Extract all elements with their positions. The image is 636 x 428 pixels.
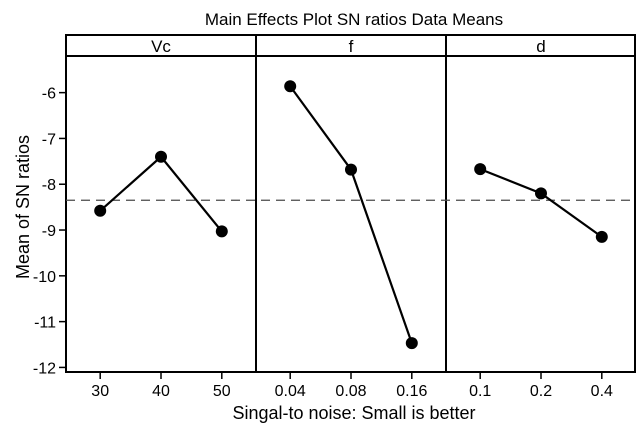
chart-title: Main Effects Plot SN ratios Data Means xyxy=(205,10,503,29)
y-tick-label: -7 xyxy=(42,131,56,148)
x-tick-label: 0.2 xyxy=(530,383,552,400)
data-point xyxy=(155,151,167,163)
y-tick-label: -8 xyxy=(42,177,56,194)
y-tick-label: -12 xyxy=(33,360,56,377)
data-point xyxy=(284,80,296,92)
data-point xyxy=(94,205,106,217)
x-tick-label: 40 xyxy=(152,383,170,400)
data-point xyxy=(596,231,608,243)
panel-strip-label: Vc xyxy=(151,37,171,56)
plot-frame xyxy=(66,35,635,372)
x-tick-label: 0.16 xyxy=(396,383,427,400)
y-tick-label: -10 xyxy=(33,269,56,286)
y-tick-label: -11 xyxy=(34,315,56,332)
x-tick-label: 50 xyxy=(213,383,231,400)
panel-strip-label: d xyxy=(536,37,545,56)
series-line xyxy=(290,86,412,343)
data-point xyxy=(535,187,547,199)
x-tick-label: 30 xyxy=(91,383,109,400)
x-tick-label: 0.1 xyxy=(469,383,491,400)
y-tick-label: -9 xyxy=(42,223,56,240)
plot-area: -6 -7 -8 -9 -10 -11 -12 Vc 30 40 50 f 0.04 0.08 0.16 d 0… xyxy=(33,35,636,400)
x-tick-label: 0.4 xyxy=(591,383,613,400)
data-point xyxy=(406,337,418,349)
x-tick-label: 0.04 xyxy=(275,383,306,400)
data-point xyxy=(216,225,228,237)
series-line xyxy=(100,157,222,232)
x-axis-label: Singal-to noise: Small is better xyxy=(232,403,475,423)
y-tick-label: -6 xyxy=(42,86,56,103)
y-axis-label: Mean of SN ratios xyxy=(13,135,33,279)
data-point xyxy=(474,163,486,175)
data-point xyxy=(345,164,357,176)
panel-strip-label: f xyxy=(349,37,354,56)
x-tick-label: 0.08 xyxy=(335,383,366,400)
series-line xyxy=(480,169,602,237)
